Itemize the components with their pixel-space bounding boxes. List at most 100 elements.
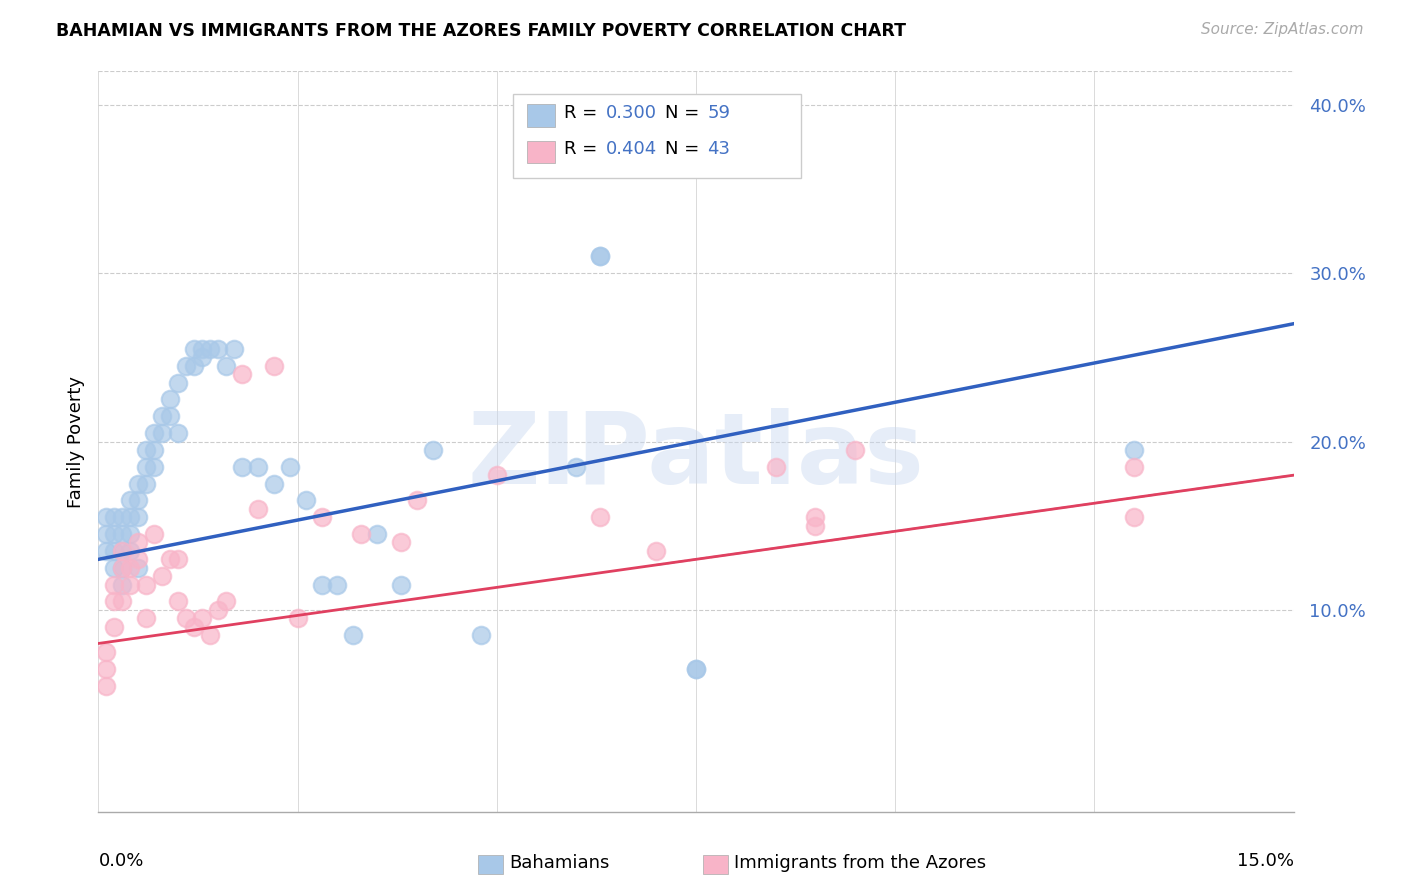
Point bbox=[167, 594, 190, 608]
Point bbox=[389, 535, 412, 549]
Y-axis label: Family Poverty: Family Poverty bbox=[66, 376, 84, 508]
Point bbox=[111, 544, 134, 558]
Point bbox=[191, 351, 214, 365]
Point bbox=[127, 535, 149, 549]
Point bbox=[422, 442, 444, 457]
Point bbox=[135, 442, 157, 457]
Point bbox=[366, 527, 388, 541]
Point bbox=[263, 359, 285, 373]
Point bbox=[135, 611, 157, 625]
Point bbox=[183, 359, 205, 373]
Point bbox=[120, 527, 142, 541]
Point bbox=[406, 493, 429, 508]
Point bbox=[485, 468, 508, 483]
Text: ZIPatlas: ZIPatlas bbox=[468, 408, 924, 505]
Point bbox=[111, 594, 134, 608]
Point bbox=[103, 560, 125, 574]
Point bbox=[191, 342, 214, 356]
Point bbox=[207, 603, 229, 617]
Point bbox=[150, 426, 173, 441]
Point bbox=[159, 552, 181, 566]
Point bbox=[103, 527, 125, 541]
Point bbox=[198, 628, 221, 642]
Point bbox=[215, 594, 238, 608]
Point bbox=[159, 392, 181, 407]
Point bbox=[96, 544, 118, 558]
Point bbox=[103, 577, 125, 591]
Point bbox=[1123, 459, 1146, 474]
Point bbox=[326, 577, 349, 591]
Point bbox=[120, 544, 142, 558]
Point bbox=[1123, 442, 1146, 457]
Text: N =: N = bbox=[665, 104, 704, 122]
Point bbox=[294, 493, 316, 508]
Point bbox=[103, 594, 125, 608]
Point bbox=[183, 342, 205, 356]
Point bbox=[589, 250, 612, 264]
Point bbox=[111, 544, 134, 558]
Point bbox=[311, 510, 333, 524]
Point bbox=[183, 619, 205, 633]
Point bbox=[143, 426, 166, 441]
Point bbox=[844, 442, 866, 457]
Point bbox=[150, 409, 173, 424]
Point bbox=[96, 527, 118, 541]
Point bbox=[191, 611, 214, 625]
Point bbox=[111, 527, 134, 541]
Point bbox=[222, 342, 245, 356]
Point bbox=[135, 476, 157, 491]
Point bbox=[215, 359, 238, 373]
Point bbox=[685, 662, 707, 676]
Point bbox=[103, 544, 125, 558]
Text: Immigrants from the Azores: Immigrants from the Azores bbox=[734, 855, 986, 872]
Point bbox=[1123, 510, 1146, 524]
Point bbox=[127, 476, 149, 491]
Point bbox=[231, 368, 253, 382]
Point bbox=[120, 493, 142, 508]
Point bbox=[565, 459, 588, 474]
Point bbox=[127, 510, 149, 524]
Point bbox=[120, 560, 142, 574]
Point bbox=[207, 342, 229, 356]
Point bbox=[342, 628, 364, 642]
Text: 0.0%: 0.0% bbox=[98, 853, 143, 871]
Point bbox=[231, 459, 253, 474]
Point bbox=[350, 527, 373, 541]
Point bbox=[645, 544, 668, 558]
Text: N =: N = bbox=[665, 140, 704, 158]
Point bbox=[111, 577, 134, 591]
Point bbox=[103, 619, 125, 633]
Point bbox=[167, 552, 190, 566]
Point bbox=[96, 645, 118, 659]
Point bbox=[150, 569, 173, 583]
Point bbox=[167, 426, 190, 441]
Point bbox=[159, 409, 181, 424]
Point bbox=[804, 518, 827, 533]
Point bbox=[143, 527, 166, 541]
Text: 0.404: 0.404 bbox=[606, 140, 657, 158]
Text: Bahamians: Bahamians bbox=[509, 855, 609, 872]
Point bbox=[470, 628, 492, 642]
Text: 43: 43 bbox=[707, 140, 730, 158]
Point bbox=[765, 459, 787, 474]
Point bbox=[111, 560, 134, 574]
Point bbox=[135, 577, 157, 591]
Point bbox=[278, 459, 301, 474]
Point bbox=[127, 552, 149, 566]
Point bbox=[120, 510, 142, 524]
Point bbox=[685, 662, 707, 676]
Point bbox=[127, 493, 149, 508]
Point bbox=[389, 577, 412, 591]
Point bbox=[198, 342, 221, 356]
Point bbox=[246, 459, 269, 474]
Text: 0.300: 0.300 bbox=[606, 104, 657, 122]
Point bbox=[143, 459, 166, 474]
Text: 15.0%: 15.0% bbox=[1236, 853, 1294, 871]
Point bbox=[143, 442, 166, 457]
Point bbox=[96, 679, 118, 693]
Point bbox=[589, 250, 612, 264]
Point bbox=[263, 476, 285, 491]
Point bbox=[174, 611, 197, 625]
Point bbox=[96, 510, 118, 524]
Point bbox=[103, 510, 125, 524]
